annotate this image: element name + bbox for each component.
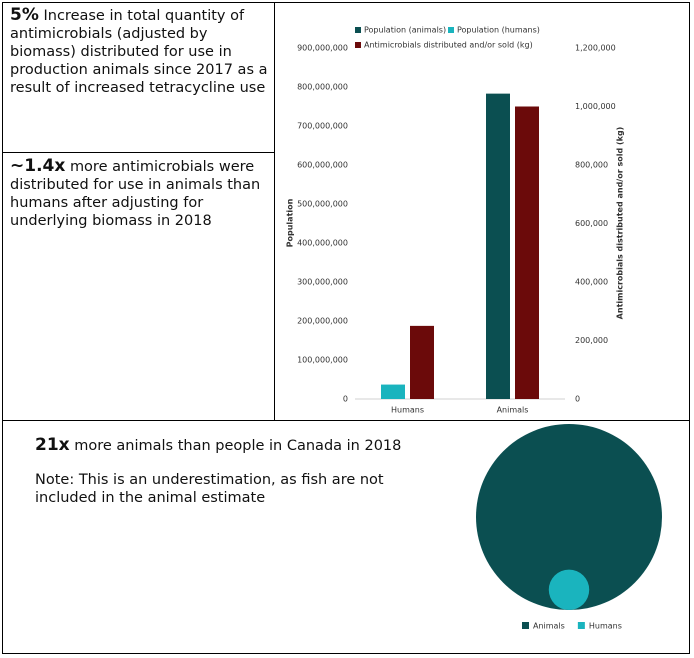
y2-tick-label: 600,000 xyxy=(575,219,608,228)
legend-swatch xyxy=(355,42,361,48)
y2-tick-label: 200,000 xyxy=(575,336,608,345)
bar-chart: 0 100,000,000 200,000,000 300,000,000 400,00… xyxy=(286,26,625,415)
y2-tick-label: 1,000,000 xyxy=(575,102,616,111)
legend-label: Population (humans) xyxy=(457,26,540,35)
x-tick-label: Animals xyxy=(497,406,529,415)
fact: 5% Increase in total quantity of antimic… xyxy=(10,6,272,97)
bar xyxy=(381,384,405,399)
y2-tick-label: 1,200,000 xyxy=(575,44,616,53)
bar xyxy=(410,325,434,399)
y-tick-label: 600,000,000 xyxy=(297,161,348,170)
y-axis-title: Population xyxy=(286,198,295,247)
legend-swatch xyxy=(577,622,585,629)
legend-swatch xyxy=(448,27,454,33)
y2-axis-title: Antimicrobials distributed and/or sold (… xyxy=(616,127,625,320)
y-tick-label: 500,000,000 xyxy=(297,200,348,209)
legend-label: Humans xyxy=(589,622,622,631)
bar xyxy=(486,93,510,399)
y-tick-label: 900,000,000 xyxy=(297,44,348,53)
legend-label: Population (animals) xyxy=(364,26,446,35)
legend-label: Animals xyxy=(533,622,565,631)
y2-tick-label: 800,000 xyxy=(575,161,608,170)
bar xyxy=(515,106,539,399)
fact-text: more antimicrobials were distributed for… xyxy=(10,159,261,229)
legend-swatch xyxy=(522,622,529,629)
highlight: 21x xyxy=(35,435,70,455)
legend-swatch xyxy=(355,27,361,33)
x-tick-label: Humans xyxy=(391,406,424,415)
y-tick-label: 100,000,000 xyxy=(297,356,348,365)
fact-text: more animals than people in Canada in 20… xyxy=(74,438,402,454)
highlight: ~1.4x xyxy=(10,156,66,176)
y2-tick-label: 400,000 xyxy=(575,278,608,287)
fact-text: Increase in total quantity of antimicrob… xyxy=(10,8,268,96)
fact: 21x more animals than people in Canada i… xyxy=(35,436,435,455)
bubble-chart: Animals Humans xyxy=(476,424,662,631)
y-tick-label: 400,000,000 xyxy=(297,239,348,248)
note: Note: This is an underestimation, as fis… xyxy=(35,472,384,506)
bubble xyxy=(548,569,590,610)
legend-label: Antimicrobials distributed and/or sold (… xyxy=(364,41,533,50)
highlight: 5% xyxy=(10,5,39,25)
y-tick-label: 300,000,000 xyxy=(297,278,348,287)
y-tick-label: 700,000,000 xyxy=(297,122,348,131)
y-tick-label: 800,000,000 xyxy=(297,83,348,92)
y-tick-label: 200,000,000 xyxy=(297,317,348,326)
y2-tick-label: 0 xyxy=(575,395,580,404)
cell xyxy=(274,2,690,421)
fact: ~1.4x more antimicrobials were distribut… xyxy=(10,157,272,230)
bubble xyxy=(476,424,662,610)
y-tick-label: 0 xyxy=(343,395,348,404)
